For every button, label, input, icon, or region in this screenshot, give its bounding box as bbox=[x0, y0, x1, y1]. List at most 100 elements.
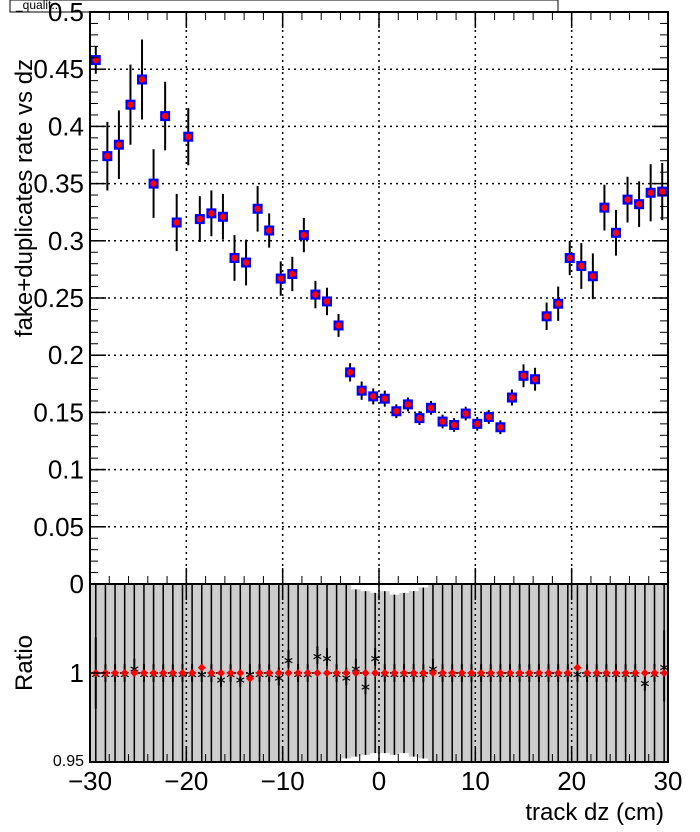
ratio-x-tick-label: −30 bbox=[68, 766, 112, 796]
top-point-red bbox=[358, 387, 365, 394]
top-point-red bbox=[289, 270, 296, 278]
ratio-point-red bbox=[640, 669, 649, 677]
top-point-red bbox=[497, 424, 504, 431]
ratio-point-red bbox=[322, 669, 331, 677]
ratio-point-red bbox=[438, 669, 447, 677]
ratio-point-red bbox=[313, 669, 322, 677]
top-point-red bbox=[462, 410, 469, 417]
top-point-red bbox=[508, 394, 516, 401]
ratio-point-red bbox=[390, 669, 399, 677]
ratio-point-red bbox=[274, 669, 283, 677]
ratio-point-black: ∗ bbox=[273, 671, 285, 687]
ratio-point-red bbox=[255, 669, 264, 677]
header-fragment: _qualit... bbox=[9, 0, 559, 13]
ratio-data-points: ∗∗∗∗∗∗∗∗∗∗∗∗∗∗∗∗∗∗∗∗∗∗∗∗∗∗∗∗∗∗∗∗∗∗∗∗∗∗∗∗… bbox=[90, 630, 670, 709]
header-frame bbox=[9, 0, 559, 13]
ratio-point-black: ∗ bbox=[215, 672, 227, 688]
top-point-red bbox=[612, 229, 620, 236]
ratio-point-red bbox=[573, 663, 582, 672]
ratio-point-red bbox=[120, 669, 129, 677]
top-point-red bbox=[208, 210, 215, 217]
ratio-point-red bbox=[168, 669, 177, 677]
ratio-point-red bbox=[217, 669, 226, 677]
ratio-point-red bbox=[583, 669, 592, 677]
top-point-red bbox=[520, 372, 527, 379]
top-point-red bbox=[578, 262, 585, 270]
top-point-red bbox=[312, 291, 319, 298]
ratio-point-red bbox=[467, 669, 476, 677]
ratio-point-red bbox=[197, 663, 206, 672]
ratio-axes: −30 −20 −10 0 10 20 30 0.95 1 bbox=[53, 583, 683, 796]
ratio-point-red bbox=[332, 669, 341, 677]
top-y-tick-label: 0.05 bbox=[33, 512, 84, 542]
ratio-x-tick-label: −10 bbox=[261, 766, 305, 796]
ratio-point-red bbox=[130, 669, 139, 677]
top-point-red bbox=[439, 418, 446, 425]
top-y-tick-label: 0.3 bbox=[48, 226, 84, 256]
ratio-point-black: ∗ bbox=[360, 679, 372, 695]
ratio-point-red bbox=[159, 669, 168, 677]
ratio-point-red bbox=[139, 669, 148, 677]
ratio-point-red bbox=[650, 669, 659, 677]
top-point-red bbox=[173, 219, 180, 226]
ratio-y-axis-title: Ratio bbox=[11, 635, 38, 691]
top-point-red bbox=[566, 254, 573, 262]
top-point-red bbox=[92, 56, 99, 64]
ratio-point-black: ∗ bbox=[283, 653, 295, 669]
ratio-x-tick-label: 30 bbox=[654, 766, 683, 796]
top-point-red bbox=[219, 213, 227, 220]
top-point-red bbox=[185, 133, 192, 140]
top-point-red bbox=[485, 413, 493, 421]
ratio-point-red bbox=[207, 669, 216, 677]
top-point-red bbox=[150, 180, 157, 187]
top-point-red bbox=[531, 376, 539, 383]
top-y-axis-title: fake+duplicates rate vs dz bbox=[11, 59, 38, 337]
top-point-red bbox=[138, 76, 146, 83]
x-axis-title: track dz (cm) bbox=[525, 799, 664, 826]
top-axes: 0 0.05 0.1 0.15 0.2 0.25 0.3 0.35 0.4 0.45 0.5 bbox=[33, 0, 669, 599]
ratio-point-red bbox=[534, 669, 543, 677]
ratio-point-red bbox=[592, 669, 601, 677]
top-point-red bbox=[370, 393, 377, 400]
top-point-red bbox=[242, 259, 250, 266]
ratio-point-red bbox=[111, 669, 120, 677]
top-point-red bbox=[624, 196, 631, 203]
top-point-red bbox=[277, 275, 284, 282]
top-grid bbox=[90, 12, 668, 584]
ratio-point-red bbox=[621, 669, 630, 677]
ratio-point-red bbox=[448, 669, 457, 677]
top-point-red bbox=[381, 395, 388, 402]
ratio-point-red bbox=[457, 669, 466, 677]
top-y-tick-label: 0.35 bbox=[33, 169, 84, 199]
ratio-point-red bbox=[660, 669, 669, 677]
top-y-tick-label: 0.45 bbox=[33, 54, 84, 84]
top-y-tick-label: 0 bbox=[70, 569, 84, 599]
top-point-red bbox=[300, 231, 308, 239]
top-point-red bbox=[196, 215, 204, 223]
ratio-point-red bbox=[178, 669, 187, 677]
ratio-point-black: ∗ bbox=[572, 667, 584, 683]
ratio-point-red bbox=[554, 669, 563, 677]
ratio-point-red bbox=[303, 669, 312, 677]
ratio-point-red bbox=[602, 669, 611, 677]
top-y-tick-label: 0.25 bbox=[33, 283, 84, 313]
top-data-points bbox=[90, 39, 668, 435]
top-point-red bbox=[404, 401, 412, 408]
ratio-point-red bbox=[361, 669, 370, 677]
top-point-red bbox=[450, 421, 458, 429]
top-point-red bbox=[416, 414, 423, 422]
ratio-point-red bbox=[525, 669, 534, 677]
ratio-x-tick-label: 20 bbox=[557, 766, 586, 796]
top-point-red bbox=[104, 152, 111, 160]
top-y-tick-label: 0.5 bbox=[48, 0, 84, 27]
top-point-red bbox=[161, 112, 169, 120]
top-point-red bbox=[474, 420, 481, 428]
top-point-red bbox=[543, 313, 550, 320]
ratio-point-black: ∗ bbox=[234, 672, 246, 688]
ratio-point-black: ∗ bbox=[196, 667, 208, 683]
ratio-point-red bbox=[188, 669, 197, 677]
top-y-tick-label: 0.1 bbox=[48, 455, 84, 485]
ratio-point-red bbox=[284, 669, 293, 677]
ratio-point-red bbox=[409, 669, 418, 677]
ratio-point-red bbox=[371, 669, 380, 677]
